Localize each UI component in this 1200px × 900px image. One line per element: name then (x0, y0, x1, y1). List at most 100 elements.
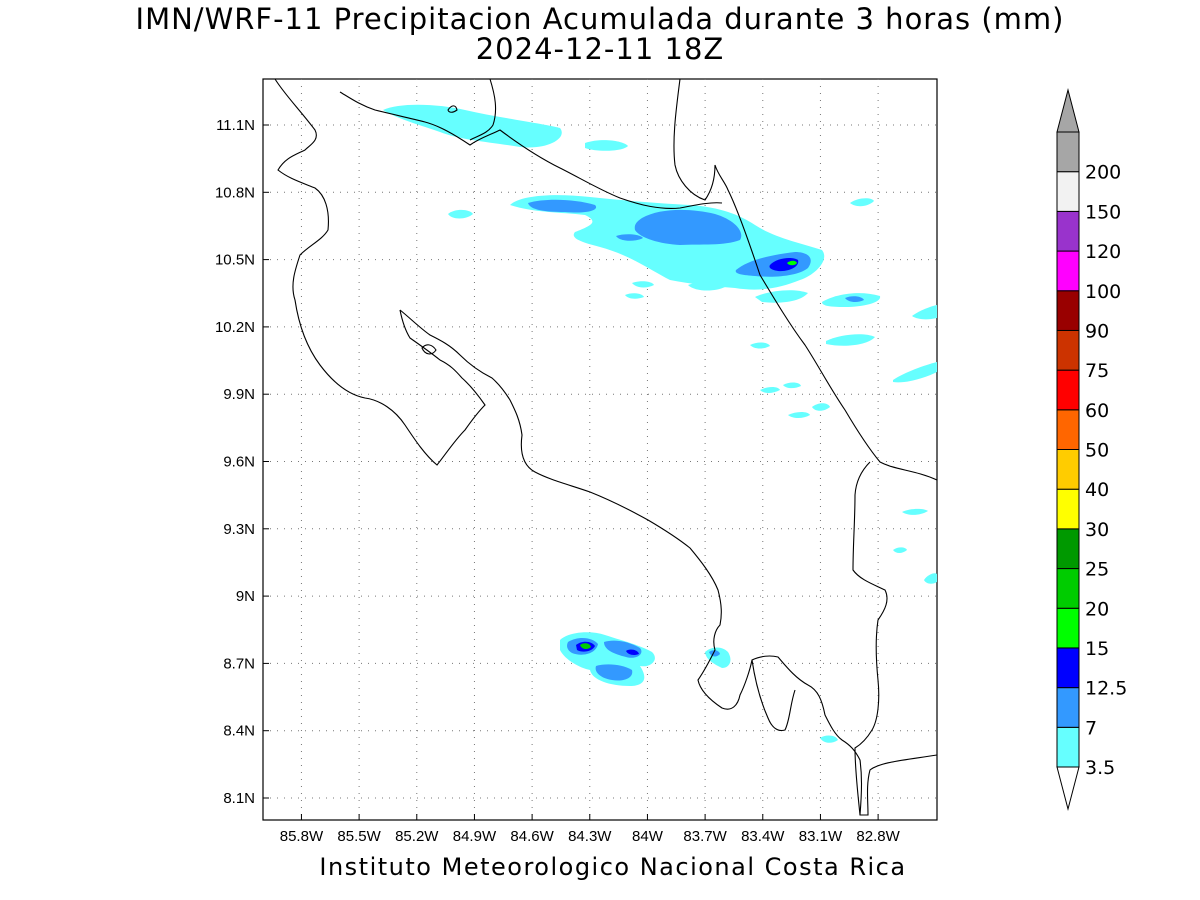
precip-area-cyan (820, 735, 838, 743)
precipitation-fields (383, 104, 937, 743)
colorbar-swatch (1056, 210, 1080, 252)
lat-tick-label: 8.4N (223, 723, 255, 740)
map-footer-credit: Instituto Meteorologico Nacional Costa R… (319, 853, 907, 881)
map-title: IMN/WRF-11 Precipitacion Acumulada duran… (135, 2, 1065, 36)
colorbar-swatch (1056, 568, 1080, 609)
lon-tick-label: 84W (632, 828, 664, 845)
lat-tick-label: 8.7N (223, 655, 255, 672)
nicaragua-border (339, 91, 723, 209)
lon-tick-label: 85.5W (337, 828, 381, 845)
colorbar-swatch (1056, 528, 1080, 570)
colorbar-label: 12.5 (1085, 678, 1127, 700)
lon-tick-label: 83.4W (741, 828, 785, 845)
map-axis-ticks: 85.8W 85.5W 85.2W 84.9W 84.6W 84.3W 84W 83.7W 83… (215, 117, 901, 845)
colorbar-label: 40 (1085, 479, 1109, 501)
map-datetime: 2024-12-11 18Z (475, 32, 725, 66)
colorbar-label: 50 (1085, 440, 1109, 462)
precip-area-blue (528, 199, 597, 213)
colorbar-label: 60 (1085, 400, 1109, 422)
precip-area-cyan (812, 403, 830, 411)
colorbar-swatch (1056, 449, 1080, 490)
lat-tick-label: 10.8N (215, 184, 255, 201)
nicoya-island (421, 344, 437, 355)
lon-tick-label: 82.8W (856, 828, 900, 845)
colorbar-label: 25 (1085, 559, 1109, 581)
precip-area-cyan (924, 573, 937, 584)
precip-area-cyan (902, 508, 928, 515)
pacific-coast-northwest (274, 78, 486, 466)
precip-area-blue (595, 664, 633, 681)
small-island (447, 105, 458, 113)
precip-area-blue (845, 296, 864, 303)
precip-area-cyan (688, 282, 725, 291)
precip-area-deepblue (626, 649, 639, 655)
caribbean-coast (673, 78, 938, 481)
lon-tick-label: 83.7W (683, 828, 727, 845)
colorbar-label: 3.5 (1085, 757, 1115, 779)
colorbar-swatch (1056, 488, 1080, 530)
precip-area-cyan (755, 290, 808, 303)
colorbar-swatch (1056, 131, 1080, 173)
lat-tick-label: 9.3N (223, 521, 255, 538)
lat-tick-label: 10.2N (215, 319, 255, 336)
precip-area-blue (634, 209, 742, 245)
lat-tick-label: 11.1N (216, 117, 255, 134)
colorbar-label: 100 (1085, 281, 1121, 303)
coastlines (274, 78, 938, 816)
precip-area-blue (616, 234, 643, 241)
precip-area-green (787, 260, 797, 266)
lon-tick-label: 84.6W (510, 828, 554, 845)
colorbar-swatch (1056, 647, 1080, 689)
lat-tick-label: 9.6N (223, 454, 255, 471)
precip-area-cyan (893, 362, 937, 383)
precip-area-green (580, 643, 591, 650)
precip-area-cyan (783, 382, 801, 389)
colorbar: 3.5 7 12.5 15 20 25 30 40 50 60 75 90 100 120 150 200 (1056, 88, 1127, 811)
lat-tick-label: 10.5N (215, 252, 255, 269)
colorbar-swatch (1056, 171, 1080, 212)
caribbean-coast-nicaragua (469, 78, 497, 141)
lon-tick-label: 84.9W (453, 828, 497, 845)
precip-area-cyan (383, 104, 562, 148)
precip-area-cyan (826, 334, 875, 346)
precip-area-cyan (632, 281, 654, 288)
colorbar-label: 150 (1085, 201, 1121, 223)
precip-area-cyan (760, 387, 780, 393)
precip-area-cyan (750, 342, 770, 349)
colorbar-swatch (1056, 290, 1080, 331)
lat-tick-label: 8.1N (223, 790, 255, 807)
precip-area-cyan (585, 140, 628, 151)
lon-tick-label: 84.3W (568, 828, 612, 845)
colorbar-swatch (1056, 329, 1080, 371)
colorbar-label: 30 (1085, 519, 1109, 541)
nicoya-gulf-coast (399, 309, 863, 816)
map-frame (262, 78, 938, 821)
precip-area-cyan (912, 305, 937, 320)
colorbar-label: 90 (1085, 320, 1109, 342)
colorbar-swatch (1056, 607, 1080, 649)
lat-tick-label: 9.9N (223, 386, 255, 403)
precip-area-cyan (448, 209, 473, 219)
colorbar-swatch (1056, 250, 1080, 292)
colorbar-swatch (1056, 369, 1080, 411)
precip-area-cyan (850, 198, 874, 207)
lon-tick-label: 85.2W (395, 828, 439, 845)
map-grid (263, 79, 937, 820)
colorbar-label: 75 (1085, 360, 1109, 382)
precip-area-cyan (625, 293, 644, 299)
colorbar-swatch (1056, 409, 1080, 450)
colorbar-label: 20 (1085, 598, 1109, 620)
colorbar-under-arrow (1056, 766, 1080, 811)
colorbar-label: 120 (1085, 241, 1121, 263)
panama-border (852, 461, 938, 816)
colorbar-swatch (1056, 726, 1080, 768)
precip-area-blue (709, 650, 720, 657)
colorbar-label: 15 (1085, 638, 1109, 660)
osa-peninsula (751, 659, 796, 732)
colorbar-label: 7 (1085, 717, 1097, 739)
lat-tick-label: 9N (236, 588, 255, 605)
colorbar-label: 200 (1085, 162, 1121, 184)
precip-area-cyan (893, 547, 907, 553)
lon-tick-label: 85.8W (280, 828, 324, 845)
